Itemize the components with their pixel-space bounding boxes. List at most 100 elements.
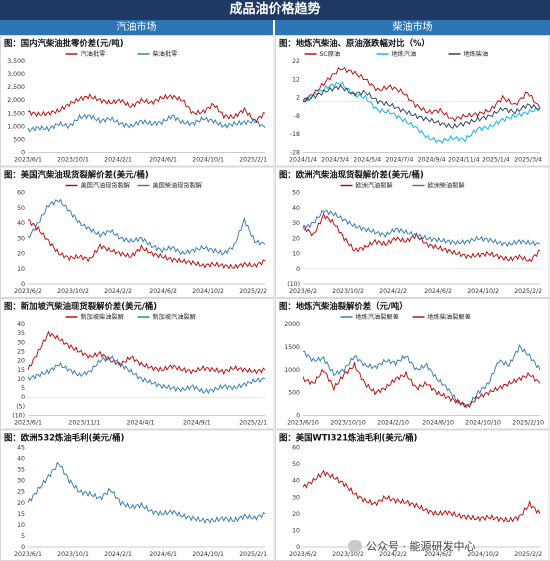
y-tick-label: 2 <box>296 95 300 102</box>
panel-border <box>0 35 275 167</box>
chart-title: 图：欧洲汽柴油现货裂解价差(美元/桶) <box>279 170 424 180</box>
x-tick-label: 2024/9/4 <box>418 157 446 164</box>
charts-grid: 图：国内汽柴油批零价差(元/吨) 3,500 3,000 2,500 2,000 1,50… <box>0 35 550 561</box>
x-tick-label: 2025/2/2 <box>514 551 542 558</box>
y-tick-label: (10) <box>287 281 300 288</box>
series-line-1 <box>302 344 541 409</box>
y-tick-label: 1000 <box>284 367 300 374</box>
wechat-icon <box>348 540 362 552</box>
x-tick-label: 2024/3/4 <box>321 157 349 164</box>
series-line-1 <box>27 219 266 270</box>
y-tick-label: 0 <box>296 266 300 273</box>
x-tick-label: 2024/7/4 <box>386 157 414 164</box>
y-tick-label: 2,000 <box>7 97 25 104</box>
y-tick-label: 10 <box>17 376 25 383</box>
series-line-1 <box>27 330 266 376</box>
y-tick-label: 20 <box>292 511 300 518</box>
y-tick-label: 0 <box>21 150 25 157</box>
panel-border <box>275 166 550 298</box>
x-tick-label: 2023/10/2 <box>57 288 89 295</box>
legend-label: SC原油 <box>320 50 341 58</box>
x-tick-label: 2025/2/10 <box>512 420 544 427</box>
x-tick-label: 2025/1/4 <box>482 157 510 164</box>
chart-title: 图：新加坡汽柴油现货裂解价差(美元/桶) <box>4 301 157 311</box>
y-tick-label: 0 <box>296 544 300 551</box>
legend-label: 欧洲汽油裂解 <box>356 182 393 190</box>
y-tick-label: 5 <box>21 533 25 540</box>
x-tick-label: 2024/2/1 <box>104 157 132 164</box>
chart-panel-7: 图：欧洲532炼油毛利(美元/桶)4540353025201510502023/… <box>0 429 275 561</box>
y-tick-label: 22 <box>292 58 300 65</box>
y-tick-label: 15 <box>17 511 25 518</box>
y-tick-label: 50 <box>292 461 300 468</box>
series-line-2 <box>302 361 541 409</box>
y-tick-label: 50 <box>17 205 25 212</box>
series-line-2 <box>302 81 541 144</box>
y-tick-label: 25 <box>17 348 25 355</box>
y-tick-label: 10 <box>292 251 300 258</box>
chart-panel-4: 图：欧洲汽柴油现货裂解价差(美元/桶) 50 40 30 20 10 0 (10)2023/6… <box>275 166 550 298</box>
chart-title: 图：地炼汽柴油、原油涨跌幅对比（%） <box>279 38 430 48</box>
x-tick-label: 2024/11/4 <box>448 157 480 164</box>
legend-label: 地炼柴油 <box>464 50 489 58</box>
legend-label: 美国汽油现货裂解 <box>81 182 131 190</box>
y-tick-label: 15 <box>17 367 25 374</box>
x-tick-label: 2024/2/2 <box>379 288 407 295</box>
x-tick-label: 2024/6/2 <box>424 551 452 558</box>
watermark: 公众号 · 能源研发中心 <box>348 538 476 554</box>
watermark-text: 公众号 · 能源研发中心 <box>366 540 476 553</box>
y-tick-label: 50 <box>292 190 300 197</box>
series-line-2 <box>27 113 266 133</box>
series-line-2 <box>27 198 266 256</box>
y-tick-label: 40 <box>17 456 25 463</box>
y-tick-label: 12 <box>292 76 300 83</box>
y-tick-label: (5) <box>16 403 25 410</box>
chart-title: 图：欧洲532炼油毛利(美元/桶) <box>4 433 124 443</box>
y-tick-label: 60 <box>17 190 25 197</box>
legend-label: 美国柴油现货裂解 <box>153 182 203 190</box>
page-title: 成品油价格趋势 <box>0 0 550 20</box>
legend-label: 地炼汽油 <box>392 50 417 58</box>
x-tick-label: 2024/6/10 <box>422 420 454 427</box>
x-tick-label: 2024/6/2 <box>424 288 452 295</box>
chart-title: 图：地炼汽柴油裂解价差（元/吨） <box>279 301 408 311</box>
x-tick-label: 2024/10/2 <box>467 288 499 295</box>
panel-border <box>275 35 550 167</box>
x-tick-label: 2023/6/2 <box>14 288 42 295</box>
x-tick-label: 2024/1/4 <box>289 157 317 164</box>
y-tick-label: 40 <box>292 478 300 485</box>
x-tick-label: 2023/6/1 <box>14 551 42 558</box>
x-tick-label: 2023/10/2 <box>332 551 364 558</box>
legend-label: 新加坡汽油裂解 <box>153 313 196 321</box>
x-tick-label: 2023/6/10 <box>287 420 319 427</box>
x-tick-label: 2024/10/1 <box>192 551 224 558</box>
y-tick-label: 45 <box>17 445 25 452</box>
y-tick-label: 5 <box>21 385 25 392</box>
x-tick-label: 2025/2/1 <box>239 157 267 164</box>
y-tick-label: 0 <box>296 413 300 420</box>
x-tick-label: 2024/5/4 <box>353 157 381 164</box>
y-tick-label: -18 <box>290 131 300 138</box>
y-tick-label: 20 <box>17 251 25 258</box>
y-tick-label: 1500 <box>284 344 300 351</box>
x-tick-label: 2024/4/1 <box>127 420 155 427</box>
x-tick-label: 2024/10/2 <box>467 551 499 558</box>
y-tick-label: 10 <box>17 522 25 529</box>
y-tick-label: (10) <box>12 413 25 420</box>
x-tick-label: 2023/10/10 <box>330 420 366 427</box>
series-line-1 <box>302 469 541 523</box>
x-tick-label: 2023/10/2 <box>332 288 364 295</box>
y-tick-label: 60 <box>292 445 300 452</box>
y-tick-label: 0 <box>21 281 25 288</box>
x-tick-label: 2023/10/1 <box>57 551 89 558</box>
x-tick-label: 2025/2/1 <box>239 420 267 427</box>
y-tick-label: 3,000 <box>7 71 25 78</box>
y-tick-label: 10 <box>17 266 25 273</box>
chart-panel-1: 图：国内汽柴油批零价差(元/吨) 3,500 3,000 2,500 2,000 1,50… <box>0 35 275 167</box>
y-tick-label: 2,500 <box>7 84 25 91</box>
x-tick-label: 2024/2/2 <box>104 288 132 295</box>
y-tick-label: 30 <box>17 235 25 242</box>
y-tick-label: 35 <box>17 467 25 474</box>
x-tick-label: 2024/2/2 <box>379 551 407 558</box>
